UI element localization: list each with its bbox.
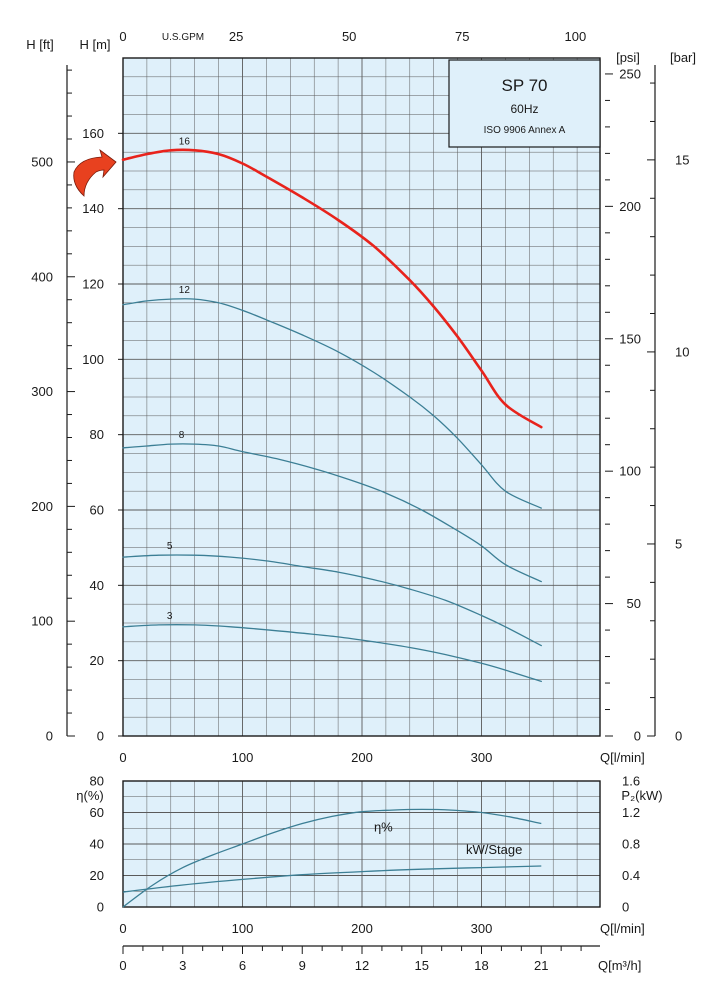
tick-label-h-m: 120: [82, 277, 104, 292]
tick-label-h-m: 20: [90, 653, 104, 668]
tick-label-ft: 300: [31, 384, 53, 399]
curve-labels: 16 12 8 5 3 η% kW/Stage: [167, 136, 522, 857]
tick-label-kw: 1.6: [622, 774, 640, 789]
tick-label-h-m: 100: [82, 352, 104, 367]
grid-lines: [123, 58, 600, 907]
tick-label-m3h: 3: [179, 958, 186, 973]
tick-label-kw: 0: [622, 900, 629, 915]
tick-label-q-top: 100: [232, 750, 254, 765]
info-box-frequency: 60Hz: [510, 102, 538, 116]
tick-label-q-top: 200: [351, 750, 373, 765]
axis-title-psi: [psi]: [616, 50, 640, 65]
curve-label-3: 3: [167, 611, 173, 622]
tick-label-h-m: 160: [82, 126, 104, 141]
tick-label-ft: 200: [31, 499, 53, 514]
tick-label-psi: 0: [634, 729, 641, 744]
tick-label-bar: 5: [675, 536, 682, 551]
tick-label-m3h: 21: [534, 958, 548, 973]
axis-title-gpm: U.S.GPM: [162, 32, 204, 43]
tick-label-eta: 40: [90, 837, 104, 852]
tick-label-gpm: 75: [455, 29, 469, 44]
plot-frames: [122, 57, 601, 908]
info-box-title: SP 70: [501, 76, 547, 95]
tick-label-m3h: 9: [299, 958, 306, 973]
tick-label-q-top: 300: [471, 750, 493, 765]
tick-label-q-bottom: 300: [471, 921, 493, 936]
series-curves: [121, 148, 543, 908]
info-box-standard: ISO 9906 Annex A: [484, 125, 566, 136]
tick-label-h-m: 80: [90, 427, 104, 442]
info-box: SP 70 60Hz ISO 9906 Annex A: [448, 59, 601, 148]
curve-label-5: 5: [167, 541, 173, 552]
axis-title-q-bottom: Q[l/min]: [600, 921, 645, 936]
tick-label-gpm: 100: [565, 29, 587, 44]
tick-label-m3h: 18: [474, 958, 488, 973]
axis-title-q-top: Q[l/min]: [600, 750, 645, 765]
tick-label-h-m: 60: [90, 503, 104, 518]
tick-label-gpm: 25: [229, 29, 243, 44]
tick-label-h-m: 140: [82, 201, 104, 216]
axis-title-eta: η(%): [76, 788, 103, 803]
tick-label-kw: 0.4: [622, 868, 640, 883]
axis-title-p2: P₂(kW): [621, 788, 662, 803]
curve-label-eta: η%: [374, 819, 393, 834]
eff-plot-frame: [122, 780, 601, 908]
head-plot-frame: [122, 57, 601, 737]
tick-label-gpm: 0: [119, 29, 126, 44]
tick-label-gpm: 50: [342, 29, 356, 44]
head-curve-8: [122, 443, 542, 583]
tick-label-bar: 0: [675, 729, 682, 744]
curve-label-16: 16: [179, 136, 191, 147]
tick-label-psi: 200: [619, 199, 641, 214]
tick-label-kw: 0.8: [622, 837, 640, 852]
tick-label-ft: 500: [31, 154, 53, 169]
tick-label-m3h: 12: [355, 958, 369, 973]
axis-title-m3h: Q[m³/h]: [598, 958, 641, 973]
tick-label-psi: 100: [619, 464, 641, 479]
axis-title-h-ft: H [ft]: [26, 37, 53, 52]
tick-label-q-bottom: 0: [119, 921, 126, 936]
tick-label-bar: 15: [675, 152, 689, 167]
tick-label-psi: 50: [627, 596, 641, 611]
tick-label-eta: 80: [90, 774, 104, 789]
tick-label-psi: 250: [619, 66, 641, 81]
highlight-arrow-icon: [73, 148, 117, 197]
tick-label-ft: 0: [46, 729, 53, 744]
axis-title-h-m: H [m]: [79, 37, 110, 52]
head-curve-12: [122, 298, 542, 509]
tick-label-ft: 400: [31, 269, 53, 284]
tick-label-ft: 100: [31, 614, 53, 629]
tick-label-m3h: 6: [239, 958, 246, 973]
tick-label-bar: 10: [675, 344, 689, 359]
tick-label-m3h: 0: [119, 958, 126, 973]
curve-label-kw: kW/Stage: [466, 842, 522, 857]
curve-label-12: 12: [179, 285, 191, 296]
kw-curve: [122, 865, 542, 893]
head-curve-3: [122, 624, 542, 683]
tick-label-q-top: 0: [119, 750, 126, 765]
info-box-frame: [448, 59, 601, 148]
tick-label-h-m: 0: [97, 729, 104, 744]
tick-label-eta: 20: [90, 868, 104, 883]
tick-label-m3h: 15: [415, 958, 429, 973]
tick-label-psi: 150: [619, 331, 641, 346]
tick-label-h-m: 40: [90, 578, 104, 593]
curve-label-8: 8: [179, 430, 185, 441]
eta-curve: [122, 808, 542, 908]
axis-title-bar: [bar]: [670, 50, 696, 65]
tick-label-q-bottom: 200: [351, 921, 373, 936]
tick-label-q-bottom: 100: [232, 921, 254, 936]
tick-label-kw: 1.2: [622, 805, 640, 820]
tick-label-eta: 60: [90, 805, 104, 820]
tick-label-eta: 0: [97, 900, 104, 915]
head-curve-5: [122, 554, 542, 647]
head-curve-16: [121, 148, 543, 429]
